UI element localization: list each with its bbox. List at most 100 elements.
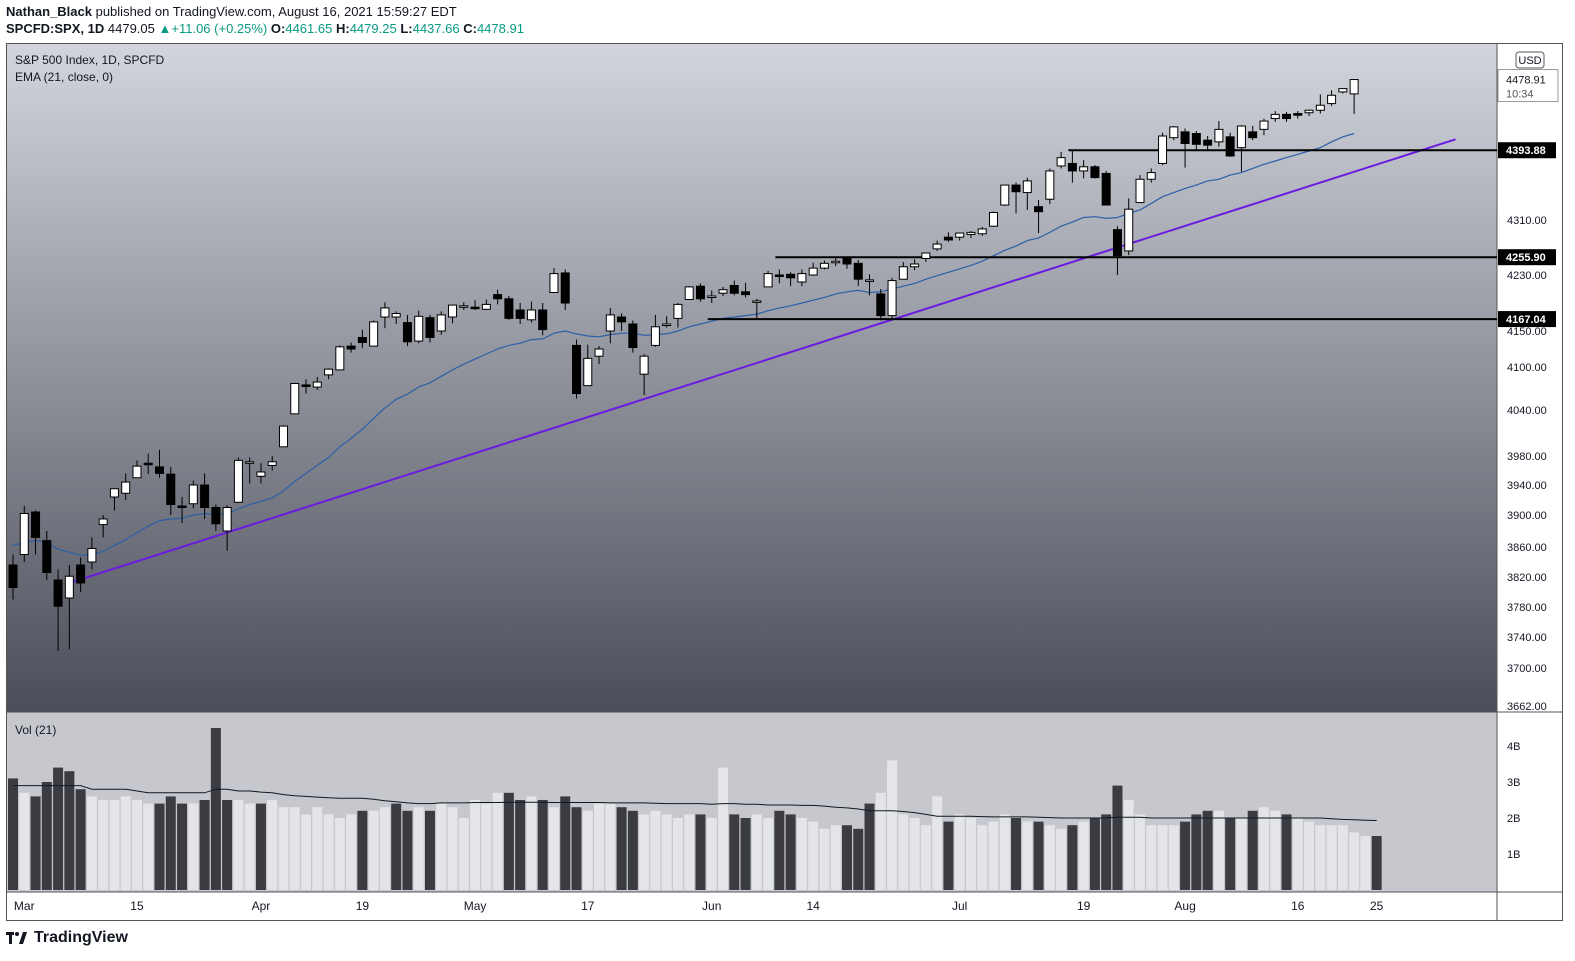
volume-bar [75, 789, 86, 890]
volume-bar [594, 803, 605, 890]
candle-up [662, 323, 672, 326]
volume-bar [447, 807, 458, 890]
volume-bar [1371, 836, 1382, 890]
candle-up [718, 289, 728, 294]
candle-up [1236, 125, 1246, 149]
candle-up [1056, 157, 1066, 167]
candle-up [312, 381, 322, 388]
candle-up [988, 212, 998, 227]
horizontal-levels[interactable] [707, 149, 1497, 321]
candles [8, 79, 1359, 651]
high-label: H: [335, 21, 350, 36]
volume-bar [1078, 821, 1089, 890]
volume-bar [706, 818, 717, 890]
volume-bar [785, 814, 796, 890]
volume-bar [323, 814, 334, 890]
volume-scale-bg [1497, 712, 1562, 892]
volume-bar [1056, 828, 1067, 890]
candle-up [1259, 120, 1269, 130]
candle-up [932, 243, 942, 250]
volume-bar [188, 803, 199, 890]
level-price-tag [1498, 311, 1556, 328]
high-value: 4479.25 [349, 21, 397, 36]
candle-up [639, 355, 649, 375]
volume-bar [1315, 825, 1326, 890]
volume-bar [1191, 814, 1202, 890]
chart-svg[interactable]: 3662.00 3700.00 3740.00 3780.00 3820.00 3860.… [7, 44, 1562, 920]
volume-bar [898, 814, 909, 890]
candle-down [504, 298, 514, 319]
symbol-label: SPCFD:SPX, 1D [6, 21, 105, 36]
candle-down [1293, 113, 1303, 116]
author-name[interactable]: Nathan_Black [6, 4, 92, 19]
volume-bar [1349, 832, 1360, 890]
volume-bar [1135, 814, 1145, 890]
candle-up [831, 260, 841, 264]
volume-bar [841, 825, 852, 890]
price-tick-label: 3980.00 [1507, 451, 1547, 463]
volume-bar [346, 814, 357, 890]
candle-up [650, 326, 660, 346]
trendline[interactable] [69, 138, 1456, 584]
volume-bar [1337, 825, 1348, 890]
volume-bar [1180, 821, 1191, 890]
candle-up [808, 267, 818, 276]
volume-bar [424, 810, 435, 890]
date-tick-label: 19 [356, 899, 370, 913]
volume-bar [436, 803, 447, 890]
volume-bar [1247, 810, 1258, 890]
price-tick-label: 4150.00 [1507, 326, 1547, 338]
volume-bar [1146, 825, 1157, 890]
volume-bar [582, 810, 593, 890]
volume-bar [650, 810, 661, 890]
currency-box[interactable] [1515, 51, 1545, 69]
volume-bar [165, 796, 176, 890]
volume-bar [560, 796, 571, 890]
tradingview-logo-icon[interactable] [6, 931, 28, 945]
candle-down [31, 511, 41, 538]
volume-bar [19, 792, 30, 890]
volume-bar [718, 767, 729, 890]
candle-up [966, 231, 976, 235]
countdown-text: 10:34 [1506, 89, 1534, 101]
volume-bar [729, 814, 740, 890]
price-axis[interactable]: 3662.00 3700.00 3740.00 3780.00 3820.00 3860.… [1507, 74, 1547, 713]
candle-down [8, 564, 18, 588]
candle-up [324, 368, 334, 376]
chart-container[interactable]: 3662.00 3700.00 3740.00 3780.00 3820.00 3860.… [6, 43, 1563, 921]
volume-bar [526, 796, 537, 890]
price-tick-label: 4040.00 [1507, 405, 1547, 417]
volume-bar [1123, 800, 1134, 890]
volume-bar [672, 818, 683, 890]
volume-ma [13, 785, 1377, 821]
candle-up [481, 303, 491, 310]
time-axis[interactable]: Mar 15 Apr 19 May 17 Jun 14 Jul 19 Aug 16 25 [14, 899, 1384, 913]
candle-down [493, 294, 503, 300]
candle-up [605, 314, 615, 332]
last-price: 4479.05 [107, 21, 155, 36]
volume-bar [639, 814, 650, 890]
candle-up [414, 315, 424, 342]
candle-up [1349, 79, 1359, 95]
volume-bar [1101, 814, 1112, 890]
volume-bar [233, 800, 244, 890]
volume-bar [1304, 821, 1315, 890]
price-tick-label: 3820.00 [1507, 572, 1547, 584]
candle-up [245, 461, 255, 464]
price-tick-label: 3900.00 [1507, 510, 1547, 522]
volume-bar [920, 825, 931, 890]
candle-down [177, 505, 187, 508]
candle-up [87, 548, 97, 563]
candle-up [267, 461, 277, 466]
candle-up [594, 348, 604, 357]
close-value: 4478.91 [476, 21, 524, 36]
candle-up [865, 279, 875, 282]
up-arrow-icon: ▲ [158, 21, 172, 36]
candle-down [1203, 139, 1213, 146]
candle-down [143, 462, 153, 466]
candle-up [1169, 126, 1179, 139]
volume-bar [740, 818, 751, 890]
volume-bar [1157, 825, 1168, 890]
volume-bar [41, 782, 52, 890]
ohlc-header: SPCFD:SPX, 1D 4479.05 ▲+11.06 (+0.25%) O… [6, 21, 524, 36]
